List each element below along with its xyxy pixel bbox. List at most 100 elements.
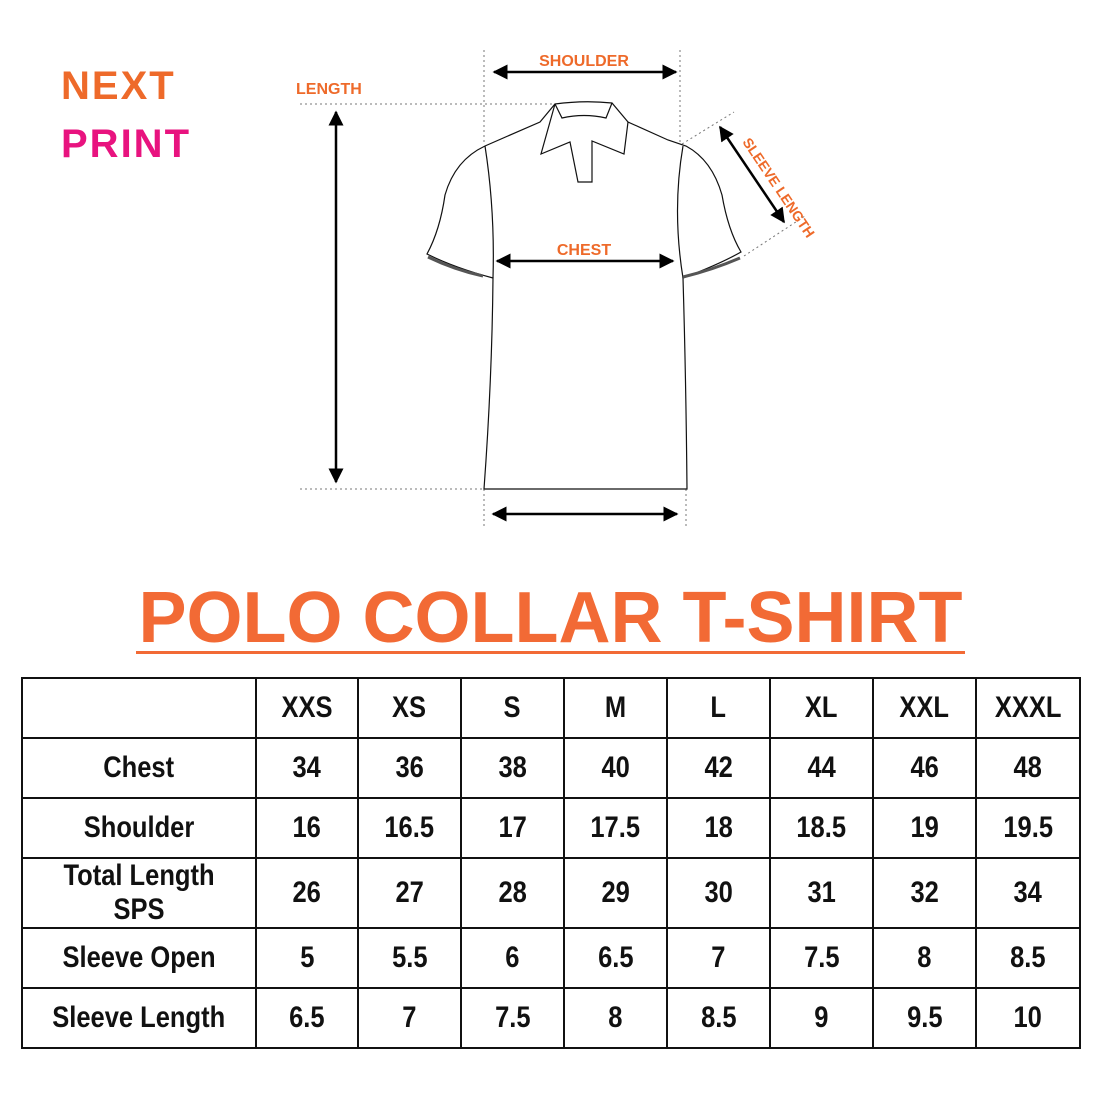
measurement-arrows	[328, 64, 786, 522]
guide-lines	[300, 50, 806, 528]
value: 17.5	[590, 811, 641, 844]
size-label: XXL	[899, 691, 950, 724]
value: 34	[1013, 876, 1043, 909]
measurement-label: Chest	[103, 751, 175, 784]
value-cell: 30	[666, 857, 771, 929]
value-cell: 6.5	[563, 927, 668, 989]
size-label: XL	[805, 691, 838, 724]
value: 16	[292, 811, 322, 844]
sleeve-length-label: SLEEVE LENGTH	[740, 135, 819, 241]
value-cell: 18.5	[769, 797, 874, 859]
value: 27	[395, 876, 424, 909]
size-header-cell: S	[460, 677, 565, 739]
value-cell: 7	[666, 927, 771, 989]
measurement-label-cell: Sleeve Length	[21, 987, 257, 1049]
value: 19	[910, 811, 939, 844]
value-cell: 7.5	[769, 927, 874, 989]
value: 7.5	[494, 1001, 531, 1034]
value-cell: 18	[666, 797, 771, 859]
size-label: XXS	[281, 691, 333, 724]
value-cell: 5	[255, 927, 359, 989]
size-header-cell: XXXL	[975, 677, 1081, 739]
chest-label: CHEST	[557, 242, 611, 259]
value-cell: 8	[563, 987, 668, 1049]
table-header-row: XXS XS S M L XL XXL XXXL	[21, 677, 1081, 739]
table-row: Sleeve Length 6.5 7 7.5 8 8.5 9 9.5 10	[21, 987, 1081, 1049]
size-label: L	[710, 691, 727, 724]
value: 9.5	[906, 1001, 943, 1034]
size-header-cell: XXS	[255, 677, 359, 739]
size-label: XXXL	[994, 691, 1062, 724]
value: 6.5	[597, 941, 634, 974]
size-chart-table: XXS XS S M L XL XXL XXXL Chest 34 36 38 40 42 44 46 48 Sh…	[21, 677, 1081, 1049]
measurement-label: Sleeve Length	[52, 1001, 226, 1034]
value-cell: 46	[872, 737, 977, 799]
size-header-cell: XXL	[872, 677, 977, 739]
table-row: Chest 34 36 38 40 42 44 46 48	[21, 737, 1081, 799]
table-row: Sleeve Open 5 5.5 6 6.5 7 7.5 8 8.5	[21, 927, 1081, 989]
value: 7	[402, 1001, 417, 1034]
value-cell: 36	[357, 737, 462, 799]
value-cell: 19.5	[975, 797, 1081, 859]
value-cell: 32	[872, 857, 977, 929]
value-cell: 31	[769, 857, 874, 929]
value-cell: 7.5	[460, 987, 565, 1049]
value: 34	[292, 751, 322, 784]
size-label: M	[604, 691, 627, 724]
size-label: XS	[392, 691, 427, 724]
value: 5	[299, 941, 315, 974]
value: 8.5	[700, 1001, 737, 1034]
value-cell: 17	[460, 797, 565, 859]
value: 30	[704, 876, 733, 909]
page-title: POLO COLLAR T-SHIRT	[138, 578, 963, 658]
value-cell: 9.5	[872, 987, 977, 1049]
value-cell: 19	[872, 797, 977, 859]
value: 18.5	[796, 811, 847, 844]
value-cell: 8	[872, 927, 977, 989]
value-cell: 38	[460, 737, 565, 799]
value: 28	[498, 876, 527, 909]
shirt-outline	[426, 101, 742, 490]
value: 18	[704, 811, 733, 844]
value: 10	[1013, 1001, 1043, 1034]
value: 6.5	[289, 1001, 325, 1034]
value-cell: 5.5	[357, 927, 462, 989]
value: 17	[498, 811, 527, 844]
value-cell: 42	[666, 737, 771, 799]
brand-line2: PRINT	[61, 122, 191, 166]
value: 5.5	[391, 941, 428, 974]
brand-logo-line2: PRINT	[61, 124, 191, 164]
value-cell: 27	[357, 857, 462, 929]
value: 44	[807, 751, 836, 784]
brand-logo: NEXT	[61, 66, 176, 106]
value: 40	[601, 751, 630, 784]
value: 9	[814, 1001, 829, 1034]
measurement-label-cell: Shoulder	[21, 797, 257, 859]
table-row: Shoulder 16 16.5 17 17.5 18 18.5 19 19.5	[21, 797, 1081, 859]
value: 16.5	[384, 811, 435, 844]
value: 46	[910, 751, 939, 784]
measurement-label-cell: Chest	[21, 737, 257, 799]
value: 19.5	[1003, 811, 1053, 844]
value-cell: 8.5	[975, 927, 1081, 989]
value-cell: 16	[255, 797, 359, 859]
value: 38	[498, 751, 527, 784]
value-cell: 9	[769, 987, 874, 1049]
size-header-cell: XS	[357, 677, 462, 739]
value: 32	[910, 876, 939, 909]
value-cell: 28	[460, 857, 565, 929]
title-underline	[136, 651, 965, 654]
value: 8	[917, 941, 932, 974]
size-label: S	[503, 691, 521, 724]
polo-shirt-diagram: LENGTH SHOULDER CHEST SLEEVE LENGTH	[296, 50, 819, 528]
brand-line1: NEXT	[61, 64, 176, 108]
value: 36	[395, 751, 424, 784]
value: 8.5	[1010, 941, 1046, 974]
value: 48	[1013, 751, 1043, 784]
header-corner-cell	[21, 677, 257, 739]
length-label: LENGTH	[296, 81, 362, 98]
value-cell: 34	[975, 857, 1081, 929]
value-cell: 44	[769, 737, 874, 799]
value-cell: 17.5	[563, 797, 668, 859]
measurement-label: Total Length SPS	[63, 859, 215, 926]
